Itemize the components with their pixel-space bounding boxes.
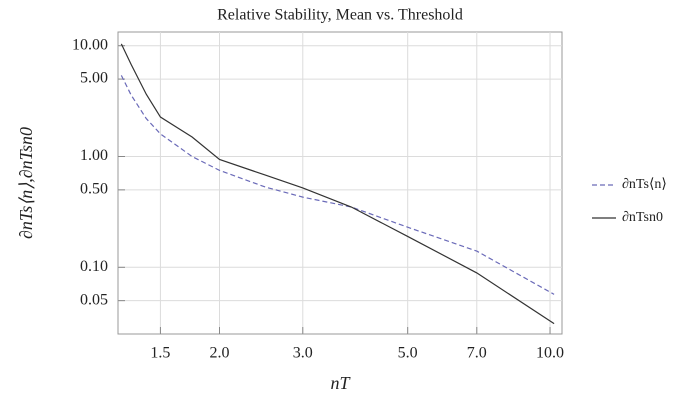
- x-tick-label: 3.0: [293, 345, 313, 362]
- y-tick-label: 10.00: [72, 36, 108, 53]
- y-tick-label: 1.00: [80, 147, 108, 164]
- line-series: [120, 43, 555, 325]
- legend-label: ∂nTs⟨n⟩: [622, 177, 667, 192]
- y-tick-label: 5.00: [80, 70, 108, 87]
- x-tick-label: 2.0: [210, 345, 230, 362]
- y-axis-label: ∂nTs⟨n⟩,∂nTsn0: [16, 127, 36, 239]
- x-tick-label: 1.5: [150, 345, 170, 362]
- line-series: [120, 75, 555, 295]
- x-tick-label: 7.0: [467, 345, 487, 362]
- y-tick-label: 0.50: [80, 181, 108, 198]
- x-axis-label: nT: [330, 373, 351, 393]
- y-tick-label: 0.10: [80, 258, 108, 275]
- x-tick-label: 10.0: [536, 345, 564, 362]
- y-tick-label: 0.05: [80, 291, 108, 308]
- chart-title: Relative Stability, Mean vs. Threshold: [217, 7, 463, 24]
- legend-label: ∂nTsn0: [622, 210, 663, 225]
- x-tick-label: 5.0: [398, 345, 418, 362]
- plot-frame: [117, 31, 563, 335]
